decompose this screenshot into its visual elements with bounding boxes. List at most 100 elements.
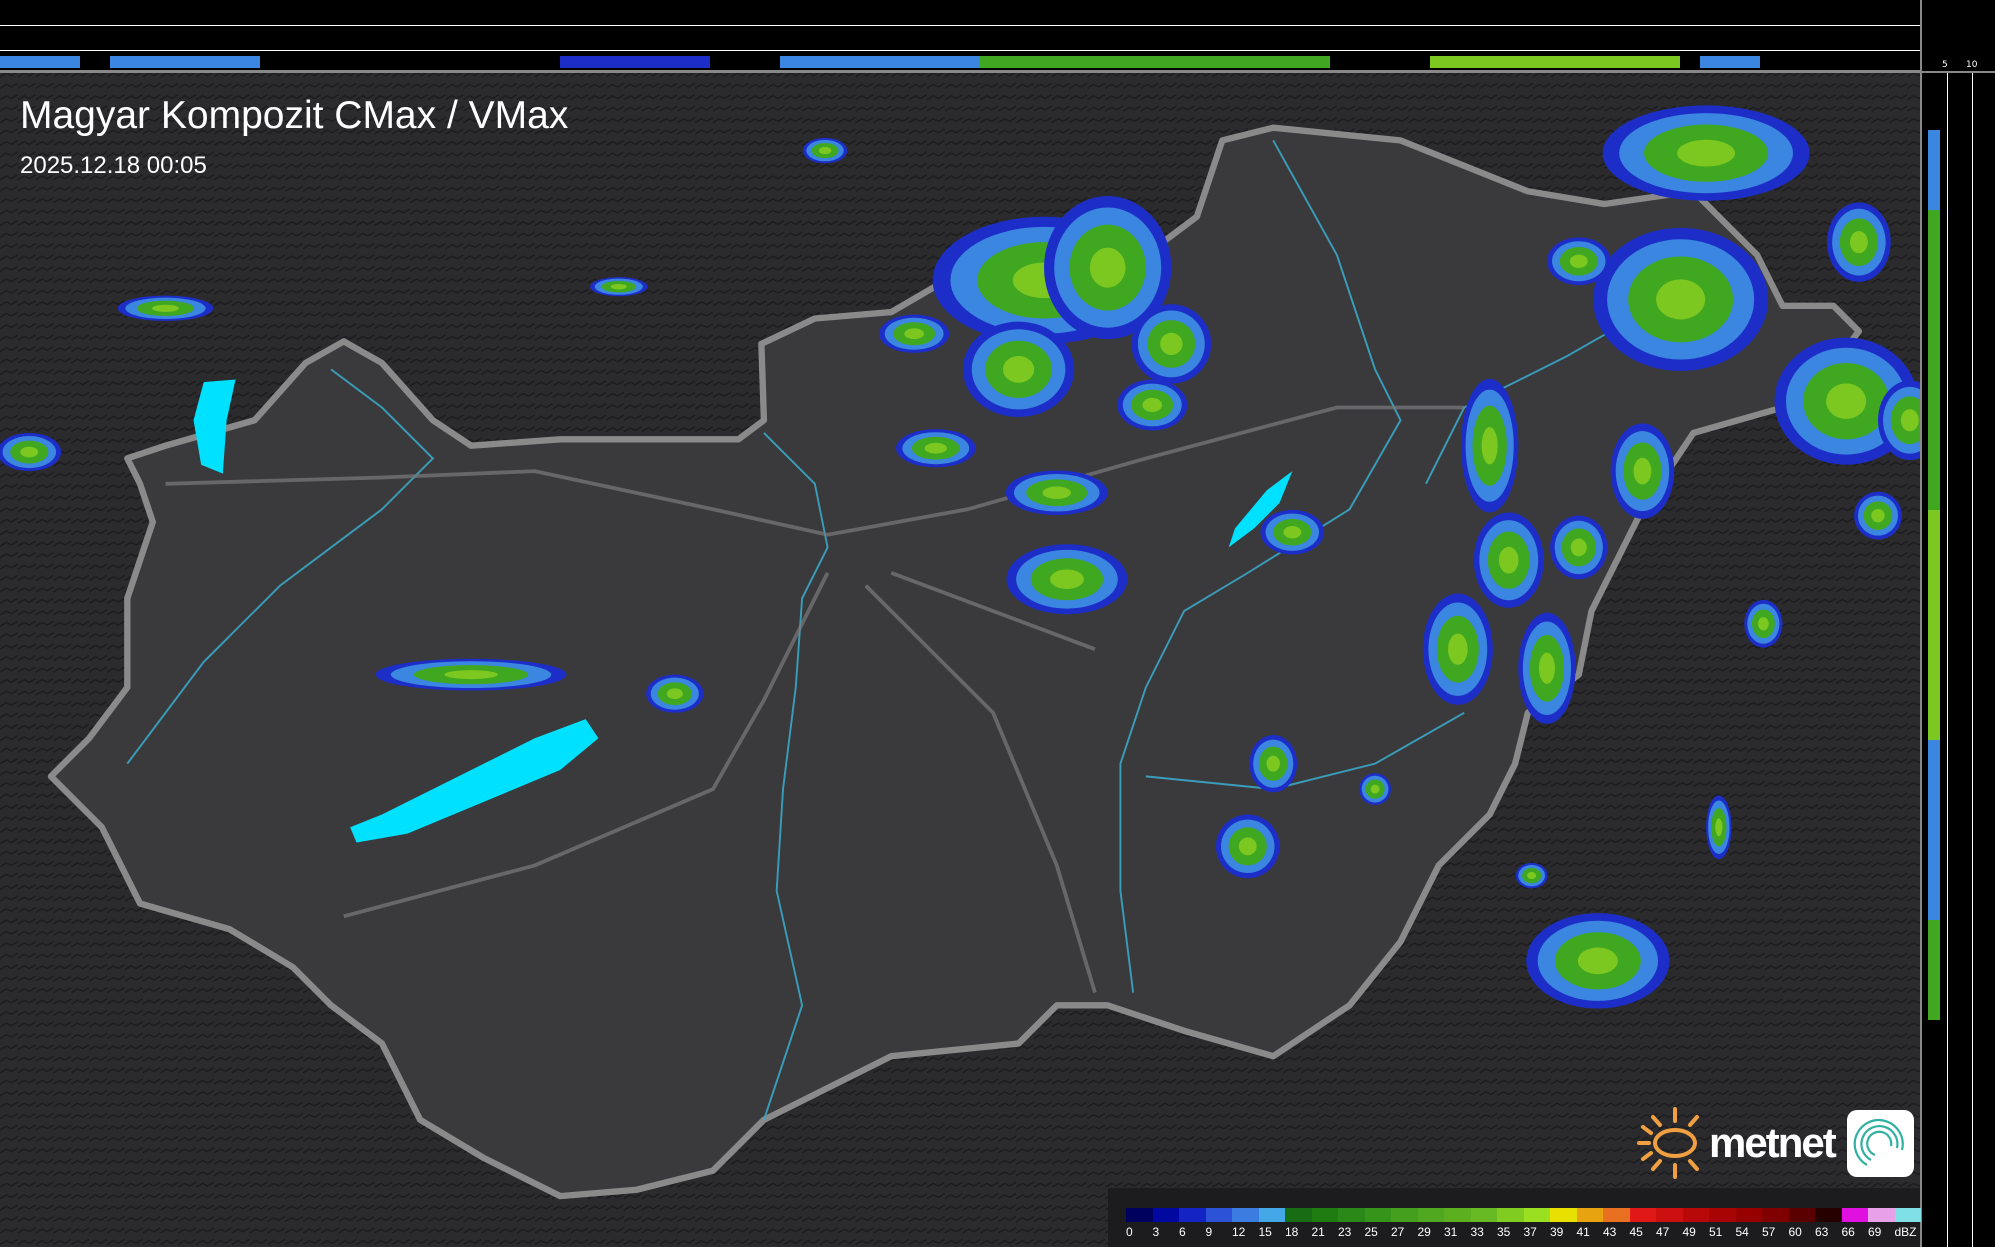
legend-swatch	[1338, 1208, 1365, 1222]
profile-echo	[560, 56, 710, 68]
profile-echo	[1928, 740, 1940, 920]
radar-echo	[1570, 538, 1587, 557]
right-echo-profile	[1928, 130, 1940, 1020]
legend-swatch	[1709, 1208, 1736, 1222]
profile-echo	[1928, 920, 1940, 1020]
legend-swatch	[1205, 1208, 1232, 1222]
metnet-app-icon	[1846, 1109, 1914, 1177]
legend-label: 43	[1603, 1225, 1617, 1239]
legend-swatch	[1391, 1208, 1418, 1222]
legend-label: 69	[1868, 1225, 1882, 1239]
legend-color-bar	[1126, 1208, 1921, 1222]
legend-unit: dBZ	[1894, 1225, 1917, 1239]
legend-label: 23	[1338, 1225, 1352, 1239]
radar-echo	[1656, 279, 1706, 320]
profile-echo	[0, 56, 80, 68]
right-tick-5: 5	[1942, 60, 1948, 70]
radar-echo	[1569, 254, 1588, 268]
legend-swatch	[1841, 1208, 1868, 1222]
legend-swatch	[1232, 1208, 1259, 1222]
legend-label: 57	[1762, 1225, 1776, 1239]
radar-echo	[20, 446, 39, 458]
top-echo-profile	[0, 56, 1760, 68]
legend-label: 0	[1126, 1225, 1133, 1239]
radar-echo	[1283, 525, 1302, 539]
top-cross-section	[0, 0, 1920, 73]
dbz-color-legend: 0 3 6 9 12 15 18 21 23 25 27 29 31 33 35 37 39 41 43 45 47 49…	[1108, 1188, 1921, 1247]
legend-label: 18	[1285, 1225, 1299, 1239]
radar-echo	[610, 284, 627, 290]
radar-echo	[152, 304, 179, 312]
radar-echo	[818, 147, 832, 155]
radar-echo	[904, 328, 924, 340]
radar-echo	[1089, 247, 1126, 288]
lake-tisza	[1228, 471, 1293, 548]
main-roads	[165, 405, 1465, 994]
radar-echo	[1160, 332, 1183, 356]
legend-label: 45	[1629, 1225, 1643, 1239]
legend-label: 27	[1391, 1225, 1405, 1239]
legend-label: 33	[1470, 1225, 1484, 1239]
radar-echo	[1002, 356, 1035, 383]
legend-swatch	[1179, 1208, 1206, 1222]
profile-echo	[110, 56, 260, 68]
right-tick-10: 10	[1966, 60, 1978, 70]
radar-echo	[1758, 617, 1769, 631]
legend-label: 60	[1788, 1225, 1802, 1239]
radar-echo	[1448, 633, 1468, 665]
radar-echo	[1050, 569, 1084, 590]
legend-swatch	[1894, 1208, 1921, 1222]
legend-swatch	[1497, 1208, 1524, 1222]
legend-label: 66	[1841, 1225, 1855, 1239]
radar-echo	[1826, 383, 1867, 419]
profile-echo	[1928, 130, 1940, 210]
legend-swatch	[1762, 1208, 1789, 1222]
legend-swatch	[1126, 1208, 1153, 1222]
legend-label: 35	[1497, 1225, 1511, 1239]
legend-label: 15	[1258, 1225, 1272, 1239]
radar-echo	[1633, 457, 1652, 485]
logo-text: metnet	[1709, 1119, 1837, 1166]
legend-swatch	[1576, 1208, 1603, 1222]
radar-echo	[1142, 397, 1163, 413]
radar-echo	[1871, 508, 1885, 523]
legend-swatch	[1417, 1208, 1444, 1222]
legend-swatch	[1735, 1208, 1762, 1222]
profile-echo	[1700, 56, 1760, 68]
radar-echo	[1900, 409, 1919, 432]
legend-label: 25	[1364, 1225, 1378, 1239]
legend-label: 31	[1444, 1225, 1458, 1239]
radar-echo	[1849, 231, 1868, 254]
radar-echo	[1266, 755, 1280, 772]
legend-label: 12	[1232, 1225, 1246, 1239]
profile-echo	[980, 56, 1330, 68]
radar-echo	[444, 670, 498, 680]
legend-label: 39	[1550, 1225, 1564, 1239]
rivers	[126, 139, 1656, 1121]
legend-swatch	[1656, 1208, 1683, 1222]
legend-swatch	[1815, 1208, 1842, 1222]
legend-label: 29	[1417, 1225, 1431, 1239]
radar-map[interactable]	[0, 73, 1920, 1247]
legend-swatch	[1258, 1208, 1285, 1222]
metnet-logo: metnet	[1635, 1105, 1914, 1181]
legend-swatch	[1523, 1208, 1550, 1222]
sun-logo-icon	[1637, 1107, 1699, 1179]
profile-echo	[1430, 56, 1680, 68]
radar-echo	[1498, 546, 1519, 574]
profile-echo	[1928, 210, 1940, 510]
legend-label: 63	[1815, 1225, 1829, 1239]
legend-labels: 0 3 6 9 12 15 18 21 23 25 27 29 31 33 35 37 39 41 43 45 47 49…	[1126, 1225, 1925, 1239]
legend-swatch	[1285, 1208, 1312, 1222]
radar-echo	[1577, 947, 1618, 975]
legend-label: 9	[1205, 1225, 1213, 1239]
radar-echo	[1715, 818, 1723, 837]
radar-echoes	[0, 105, 1920, 1009]
legend-swatch	[1629, 1208, 1656, 1222]
radar-echo	[1527, 872, 1537, 880]
legend-swatch	[1152, 1208, 1179, 1222]
legend-swatch	[1868, 1208, 1895, 1222]
radar-echo	[924, 442, 947, 454]
radar-echo	[1370, 784, 1380, 794]
legend-swatch	[1682, 1208, 1709, 1222]
